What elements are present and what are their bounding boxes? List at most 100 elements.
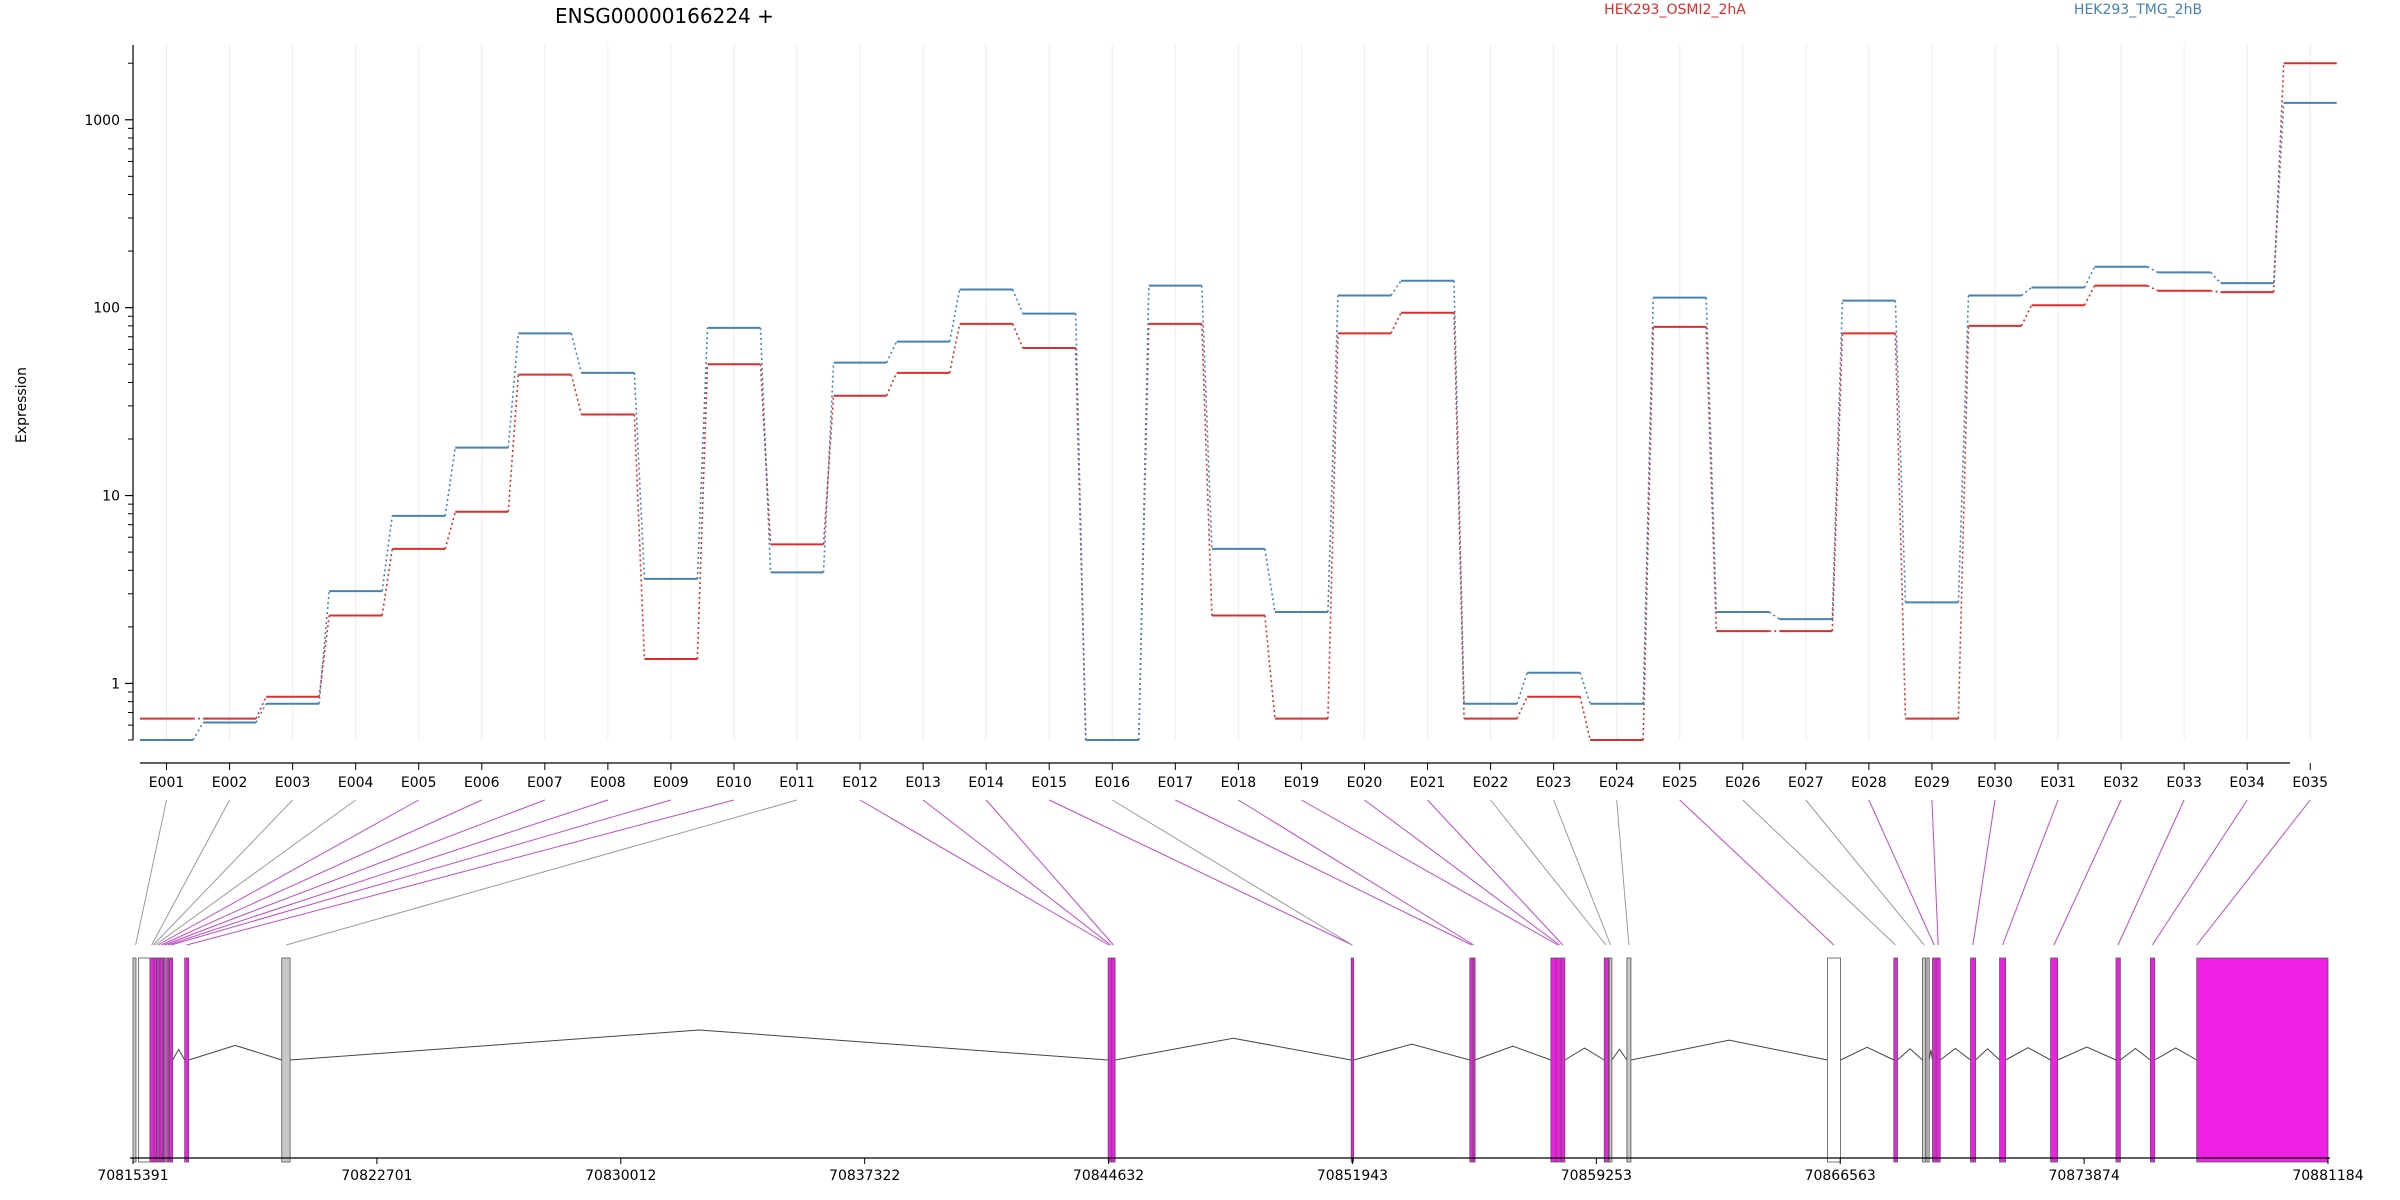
bin-connector-dotted bbox=[507, 374, 520, 512]
intron-line bbox=[1611, 1048, 1628, 1061]
bin-to-exon-link bbox=[157, 799, 419, 946]
gene-model bbox=[132, 957, 2329, 1163]
exon-block-tested bbox=[2050, 957, 2059, 1163]
bin-connector-dotted bbox=[1074, 313, 1087, 741]
bin-connector-dotted bbox=[2147, 284, 2159, 292]
bin-connector-dotted bbox=[822, 362, 835, 573]
bin-connector-dotted bbox=[2083, 285, 2096, 306]
series-lines bbox=[140, 62, 2337, 741]
bin-connector-dotted bbox=[1011, 289, 1024, 314]
exon-block-untested bbox=[132, 957, 137, 1163]
exon-block-tested bbox=[169, 957, 174, 1163]
bin-connector-dotted bbox=[444, 511, 457, 550]
x-tick-label: E013 bbox=[905, 775, 941, 791]
y-tick-label: 10 bbox=[102, 489, 120, 505]
bin-connector-dotted bbox=[192, 722, 204, 741]
legend-label-series-1: HEK293_OSMI2_2hA bbox=[1604, 2, 1746, 18]
intron-line bbox=[1928, 1049, 1934, 1061]
exon-block-tested bbox=[1893, 957, 1898, 1163]
exon-block-untested bbox=[1922, 957, 1926, 1163]
x-tick-label: E025 bbox=[1662, 775, 1698, 791]
x-tick-label: E026 bbox=[1725, 775, 1761, 791]
x-tick-label: E007 bbox=[527, 775, 563, 791]
bin-to-exon-link bbox=[155, 799, 356, 946]
genome-tick-label: 70822701 bbox=[341, 1168, 412, 1184]
bin-connector-dotted bbox=[318, 591, 330, 704]
bin-to-exon-link bbox=[1679, 799, 1835, 946]
intron-line bbox=[1353, 1043, 1470, 1061]
intron-line bbox=[1115, 1037, 1352, 1061]
bin-connector-dotted bbox=[507, 333, 520, 448]
bin-connector-dotted bbox=[255, 703, 267, 723]
exon-block-tested bbox=[1999, 957, 2006, 1163]
bin-to-exon-link bbox=[859, 799, 1110, 946]
exon-block-tested bbox=[2115, 957, 2121, 1163]
x-tick-label: E005 bbox=[401, 775, 437, 791]
bin-to-exon-link bbox=[2117, 799, 2185, 946]
intron-line bbox=[188, 1044, 282, 1061]
genome-tick-label: 70866563 bbox=[1805, 1168, 1876, 1184]
x-tick-label: E035 bbox=[2292, 775, 2328, 791]
x-tick-label: E033 bbox=[2166, 775, 2202, 791]
bin-connector-dotted bbox=[1705, 326, 1718, 632]
bin-connector-dotted bbox=[2210, 271, 2222, 284]
exon-block-tested bbox=[162, 957, 166, 1163]
exon-block-tested bbox=[1469, 957, 1474, 1163]
x-tick-label: E023 bbox=[1536, 775, 1572, 791]
bin-connector-dotted bbox=[633, 372, 646, 579]
exon-block-tested bbox=[1350, 957, 1355, 1163]
x-tick-label: E008 bbox=[590, 775, 626, 791]
intron-line bbox=[172, 1048, 186, 1061]
intron-line bbox=[2057, 1046, 2117, 1061]
x-tick-label: E022 bbox=[1473, 775, 1509, 791]
bin-connector-dotted bbox=[1516, 672, 1528, 704]
exon-block-tested bbox=[1107, 957, 1113, 1163]
bin-connector-dotted bbox=[1137, 285, 1150, 741]
intron-line bbox=[1630, 1039, 1828, 1061]
x-tick-label: E024 bbox=[1599, 775, 1635, 791]
x-tick-label: E010 bbox=[716, 775, 752, 791]
bin-to-exon-link bbox=[1931, 799, 1939, 946]
exon-block-untested bbox=[281, 957, 291, 1163]
x-tick-label: E006 bbox=[464, 775, 500, 791]
x-tick-label: E017 bbox=[1158, 775, 1194, 791]
exon-block-tested bbox=[1555, 957, 1562, 1163]
x-tick-label: E030 bbox=[1977, 775, 2013, 791]
genome-tick-label: 70837322 bbox=[829, 1168, 900, 1184]
bin-connector-dotted bbox=[696, 364, 709, 659]
genome-tick-label: 70815391 bbox=[97, 1168, 168, 1184]
x-tick-label: E031 bbox=[2040, 775, 2076, 791]
genome-tick-label: 70881184 bbox=[2292, 1168, 2363, 1184]
x-tick-label: E004 bbox=[338, 775, 374, 791]
bin-connector-dotted bbox=[1642, 326, 1655, 741]
genome-tick-label: 70859253 bbox=[1561, 1168, 1632, 1184]
bin-connector-dotted bbox=[1957, 295, 1970, 603]
bin-to-exon-link bbox=[2002, 799, 2059, 946]
exon-block-tested bbox=[1970, 957, 1976, 1163]
bin-to-exon-link bbox=[170, 799, 672, 946]
exon-block-tested bbox=[1560, 957, 1566, 1163]
genome-tick-label: 70830012 bbox=[585, 1168, 656, 1184]
intron-line bbox=[1564, 1047, 1605, 1061]
bin-to-exon-link bbox=[1742, 799, 1896, 946]
x-tick-label: E003 bbox=[275, 775, 311, 791]
x-tick-label: E018 bbox=[1221, 775, 1257, 791]
exon-block-untested bbox=[1926, 957, 1930, 1163]
x-tick-label: E001 bbox=[149, 775, 185, 791]
exon-block-tested bbox=[149, 957, 155, 1163]
exon-block-tested bbox=[1550, 957, 1557, 1163]
y-axis-label: Expression bbox=[14, 367, 30, 443]
exon-block-tested bbox=[1111, 957, 1116, 1163]
x-tick-label: E014 bbox=[968, 775, 1004, 791]
bin-to-exon-link bbox=[1112, 799, 1353, 946]
bin-connector-dotted bbox=[1705, 297, 1718, 613]
bin-connector-dotted bbox=[1579, 672, 1591, 704]
bin-connector-dotted bbox=[1831, 300, 1844, 620]
bin-to-exon-link bbox=[151, 799, 231, 946]
bin-to-exon-link bbox=[1868, 799, 1935, 946]
bin-connector-dotted bbox=[1768, 611, 1780, 620]
bin-connector-dotted bbox=[1201, 323, 1213, 616]
bin-to-exon-link bbox=[922, 799, 1112, 946]
y-tick-label: 1000 bbox=[84, 113, 120, 129]
intron-line bbox=[2005, 1047, 2051, 1061]
